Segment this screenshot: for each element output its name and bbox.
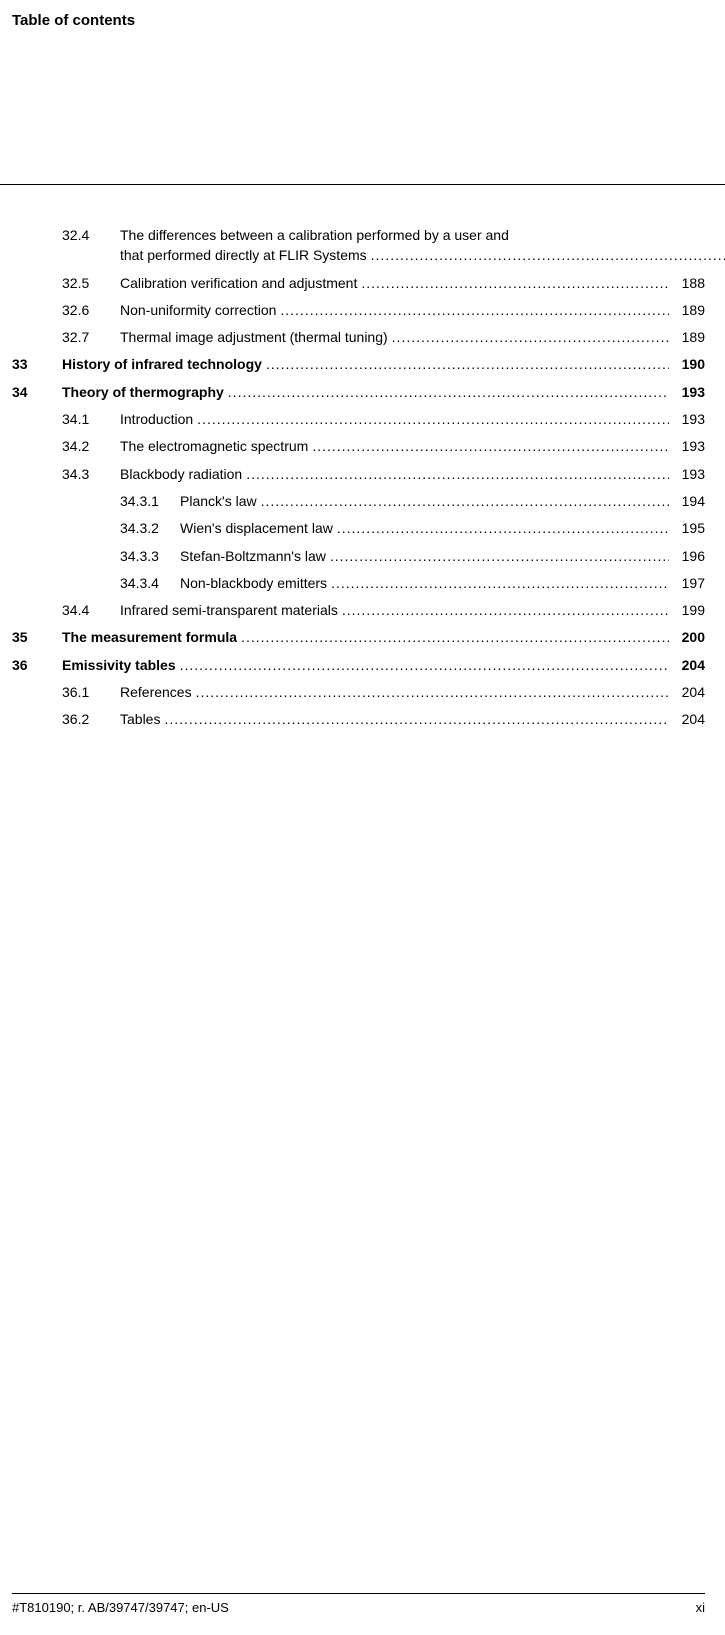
toc-entry-page: 204 [673,655,705,675]
toc-entry-number: 34.4 [62,600,120,620]
toc-entry-text: Introduction [120,409,193,429]
toc-entry: 32.6Non-uniformity correction 189 [62,300,705,320]
toc-entry-text: Stefan-Boltzmann's law [180,546,326,566]
toc-entry-text: Emissivity tables [62,655,176,675]
toc-leader-dots [246,464,669,484]
toc-entry: 36.1References 204 [62,682,705,702]
page-footer: #T810190; r. AB/39747/39747; en-US xi [12,1593,705,1615]
toc-entry-number: 34 [12,382,62,402]
toc-entry-page: 199 [673,600,705,620]
footer-page-number: xi [696,1600,705,1615]
toc-entry: 33History of infrared technology 190 [12,354,705,374]
toc-entry-page: 204 [673,682,705,702]
toc-entry: 32.7Thermal image adjustment (thermal tu… [62,327,705,347]
toc-entry-page: 193 [673,409,705,429]
toc-entry-number: 33 [12,354,62,374]
page-header-title: Table of contents [12,12,705,29]
toc-entry-page: 189 [673,327,705,347]
toc-entry: 36.2Tables 204 [62,709,705,729]
toc-entry: 34Theory of thermography 193 [12,382,705,402]
toc-entry-text: Infrared semi-transparent materials [120,600,338,620]
toc-entry-page: 193 [673,436,705,456]
toc-entry-page: 193 [673,464,705,484]
toc-entry: 34.3.1Planck's law 194 [62,491,705,511]
toc-entry-number: 32.6 [62,300,120,320]
toc-entry: 35The measurement formula 200 [12,627,705,647]
toc-entry-page: 189 [673,300,705,320]
toc-entry: 36Emissivity tables 204 [12,655,705,675]
toc-leader-dots [342,600,669,620]
toc-entry-number: 35 [12,627,62,647]
toc-entry: 34.3.4Non-blackbody emitters 197 [62,573,705,593]
toc-entry: 34.3Blackbody radiation 193 [62,464,705,484]
toc-entry-number: 32.5 [62,273,120,293]
toc-entry: 32.4The differences between a calibratio… [62,225,705,266]
toc-entry-number: 34.3.2 [120,518,180,538]
toc-entry-text: Blackbody radiation [120,464,242,484]
toc-entry-page: 190 [673,354,705,374]
toc-entry-text: Tables [120,709,160,729]
toc-leader-dots [280,300,669,320]
toc-leader-dots [361,273,669,293]
toc-leader-dots [337,518,669,538]
toc-leader-dots [164,709,669,729]
toc-leader-dots [197,409,669,429]
toc-entry-number: 34.3.1 [120,491,180,511]
toc-entry-number: 32.4 [62,225,120,245]
toc-entry-number: 34.3.4 [120,573,180,593]
toc-entry-page: 188 [673,273,705,293]
toc-entry: 34.2The electromagnetic spectrum 193 [62,436,705,456]
toc-entry-page: 196 [673,546,705,566]
toc-entry: 34.3.2Wien's displacement law 195 [62,518,705,538]
toc-leader-dots [312,436,669,456]
toc-entry-text: The electromagnetic spectrum [120,436,308,456]
toc-entry-number: 34.1 [62,409,120,429]
toc-entry-text: Theory of thermography [62,382,224,402]
toc-leader-dots [261,491,669,511]
toc-leader-dots [371,245,725,265]
toc-entry-page: 197 [673,573,705,593]
toc-entry-text: Wien's displacement law [180,518,333,538]
toc-entry-text: The differences between a calibration pe… [120,225,725,245]
toc-leader-dots [228,382,669,402]
toc-entry-number: 34.3 [62,464,120,484]
toc-leader-dots [331,573,669,593]
footer-divider [12,1593,705,1594]
toc-entry-text: Thermal image adjustment (thermal tuning… [120,327,388,347]
toc-entry: 34.1Introduction 193 [62,409,705,429]
toc-leader-dots [196,682,669,702]
table-of-contents: 32.4The differences between a calibratio… [12,225,705,730]
toc-entry-number: 36 [12,655,62,675]
toc-entry-text: Non-uniformity correction [120,300,276,320]
toc-entry-text: Calibration verification and adjustment [120,273,357,293]
toc-entry-page: 194 [673,491,705,511]
footer-doc-id: #T810190; r. AB/39747/39747; en-US [12,1600,229,1615]
toc-entry-text: Non-blackbody emitters [180,573,327,593]
toc-entry: 32.5Calibration verification and adjustm… [62,273,705,293]
toc-entry-text: History of infrared technology [62,354,262,374]
toc-entry-page: 195 [673,518,705,538]
toc-entry-text: The measurement formula [62,627,237,647]
toc-entry-number: 36.2 [62,709,120,729]
toc-entry-text: Planck's law [180,491,257,511]
toc-entry: 34.3.3Stefan-Boltzmann's law 196 [62,546,705,566]
toc-entry-text: References [120,682,192,702]
toc-entry-page: 204 [673,709,705,729]
header-divider [0,184,725,185]
toc-leader-dots [392,327,669,347]
toc-entry: 34.4Infrared semi-transparent materials 1… [62,600,705,620]
toc-entry-number: 34.3.3 [120,546,180,566]
toc-entry-text: that performed directly at FLIR Systems [120,245,367,265]
toc-entry-number: 32.7 [62,327,120,347]
toc-leader-dots [180,655,669,675]
toc-leader-dots [266,354,669,374]
toc-entry-page: 200 [673,627,705,647]
toc-entry-number: 34.2 [62,436,120,456]
toc-leader-dots [241,627,669,647]
toc-entry-page: 193 [673,382,705,402]
toc-leader-dots [330,546,669,566]
toc-entry-number: 36.1 [62,682,120,702]
